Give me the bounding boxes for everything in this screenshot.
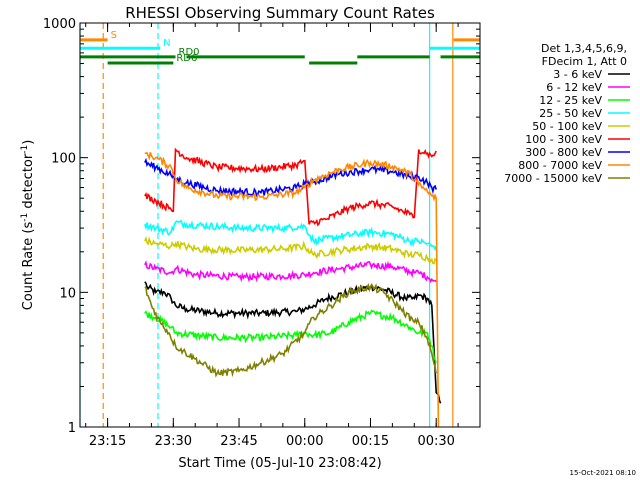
plot-frame xyxy=(79,22,481,428)
x-tick-label-00-00: 00:00 xyxy=(286,434,323,449)
y-axis-label-sup2: -1 xyxy=(20,145,30,154)
flag-label-rd6: RD6 xyxy=(176,53,197,64)
y-axis-label-sup1: -1 xyxy=(20,213,30,222)
y-axis-label-main: Count Rate (s xyxy=(21,222,36,311)
series-50-100-kev xyxy=(144,236,437,265)
chart-title: RHESSI Observing Summary Count Rates xyxy=(125,4,435,22)
legend-header-1: Det 1,3,4,5,6,9, xyxy=(541,42,627,55)
y-axis-label-mid: detector xyxy=(21,153,36,213)
legend-label-50-100-kev: 50 - 100 keV xyxy=(532,120,602,133)
legend-header-2: FDecim 1, Att 0 xyxy=(542,55,627,68)
x-tick-label-23-30: 23:30 xyxy=(155,434,192,449)
flag-label-rd0: RD0 xyxy=(179,47,200,58)
flag-label-n: N xyxy=(163,38,170,49)
y-axis-label: Count Rate (s-1 detector-1) xyxy=(20,140,36,311)
x-tick-label-00-15: 00:15 xyxy=(352,434,389,449)
footer-timestamp: 15-Oct-2021 08:10 xyxy=(570,469,636,477)
y-axis-label-end: ) xyxy=(21,140,36,145)
y-tick-label-1: 1 xyxy=(68,421,76,436)
y-tick-label-100: 100 xyxy=(51,152,76,167)
legend-label-800-7000-kev: 800 - 7000 keV xyxy=(518,159,602,172)
y-tick-label-10: 10 xyxy=(59,286,76,301)
x-axis-label: Start Time (05-Jul-10 23:08:42) xyxy=(178,456,381,471)
legend-label-300-800-kev: 300 - 800 keV xyxy=(525,146,602,159)
y-axis: 1 10 100 1000 xyxy=(43,17,480,436)
series-100-300-kev xyxy=(144,147,437,227)
legend-label-7000-15000-kev: 7000 - 15000 keV xyxy=(504,172,602,185)
vertical-markers xyxy=(79,23,454,427)
legend-label-6-12-kev: 6 - 12 keV xyxy=(546,81,602,94)
x-axis: 23:15 23:30 23:45 00:00 00:15 00:30 xyxy=(85,23,481,449)
legend-label-3-6-kev: 3 - 6 keV xyxy=(553,68,602,81)
x-tick-label-00-30: 00:30 xyxy=(417,434,454,449)
series-7000-15000-kev xyxy=(144,283,437,378)
legend-label-25-50-kev: 25 - 50 keV xyxy=(539,107,602,120)
series-25-50-kev xyxy=(144,219,437,252)
legend-label-12-25-kev: 12 - 25 keV xyxy=(539,94,602,107)
flag-label-s: S xyxy=(111,30,117,41)
series-6-12-kev xyxy=(144,260,437,284)
x-tick-label-23-15: 23:15 xyxy=(89,434,126,449)
series-12-25-kev xyxy=(144,309,437,364)
series-3-6-kev xyxy=(144,281,442,404)
legend: Det 1,3,4,5,6,9, FDecim 1, Att 0 3 - 6 k… xyxy=(504,42,630,185)
legend-label-100-300-kev: 100 - 300 keV xyxy=(525,133,602,146)
data-series xyxy=(144,147,442,428)
y-tick-label-1000: 1000 xyxy=(43,17,76,32)
series-800-7000-kev xyxy=(144,151,440,428)
x-tick-label-23-45: 23:45 xyxy=(220,434,257,449)
